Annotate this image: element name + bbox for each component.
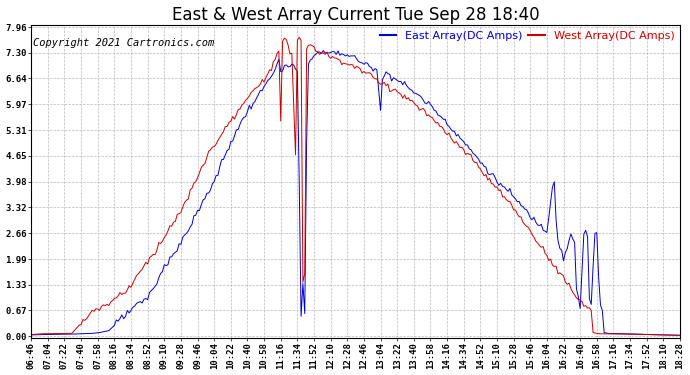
West Array(DC Amps) [676,333,684,338]
Text: Copyright 2021 Cartronics.com: Copyright 2021 Cartronics.com [32,38,214,48]
East Array(DC Amps) [27,333,35,337]
Line: East Array(DC Amps): East Array(DC Amps) [31,51,680,335]
West Array(DC Amps) [27,332,35,337]
East Array(DC Amps) [160,262,168,267]
Legend: East Array(DC Amps), West Array(DC Amps): East Array(DC Amps), West Array(DC Amps) [375,26,679,45]
East Array(DC Amps) [658,333,666,337]
West Array(DC Amps) [160,235,168,240]
East Array(DC Amps) [88,331,97,336]
East Array(DC Amps) [297,314,305,319]
West Array(DC Amps) [284,43,293,48]
West Array(DC Amps) [295,35,304,39]
Line: West Array(DC Amps): West Array(DC Amps) [31,37,680,335]
West Array(DC Amps) [88,308,97,312]
West Array(DC Amps) [299,280,307,285]
West Array(DC Amps) [658,333,666,337]
East Array(DC Amps) [164,262,172,267]
West Array(DC Amps) [164,228,172,233]
East Array(DC Amps) [319,48,327,53]
East Array(DC Amps) [284,64,293,69]
Title: East & West Array Current Tue Sep 28 18:40: East & West Array Current Tue Sep 28 18:… [172,6,540,24]
East Array(DC Amps) [676,333,684,338]
